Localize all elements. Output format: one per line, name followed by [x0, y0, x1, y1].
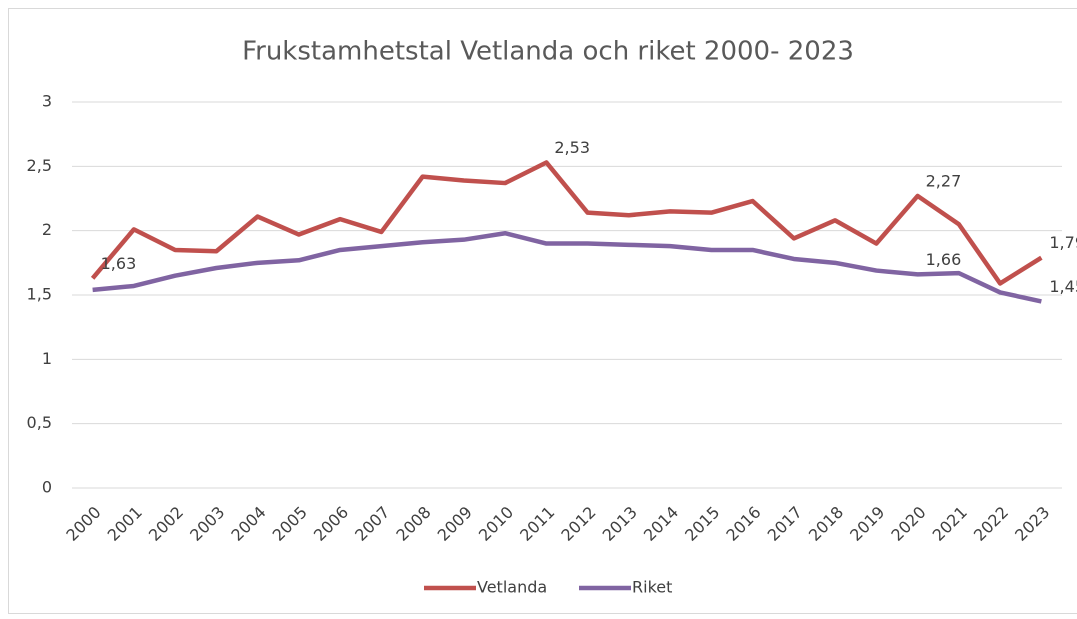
legend-label: Riket: [632, 578, 672, 597]
y-tick-label: 0: [42, 478, 52, 497]
chart-border: [8, 8, 1077, 614]
legend-label: Vetlanda: [477, 578, 547, 597]
series-line: [90, 160, 1043, 286]
data-label: 1,79: [1049, 233, 1077, 252]
data-label: 2,27: [926, 171, 962, 190]
data-label: 2,53: [554, 138, 590, 157]
series-line: [92, 230, 1042, 304]
y-tick-label: 1,5: [27, 285, 52, 304]
y-tick-label: 0,5: [27, 413, 52, 432]
data-label: 1,63: [101, 254, 137, 273]
y-tick-label: 3: [42, 92, 52, 111]
y-tick-label: 2,5: [27, 156, 52, 175]
y-tick-label: 1: [42, 349, 52, 368]
data-label: 1,45: [1049, 277, 1077, 296]
data-label: 1,66: [926, 250, 962, 269]
y-tick-label: 2: [42, 220, 52, 239]
chart-title: Frukstamhetstal Vetlanda och riket 2000-…: [242, 37, 854, 67]
